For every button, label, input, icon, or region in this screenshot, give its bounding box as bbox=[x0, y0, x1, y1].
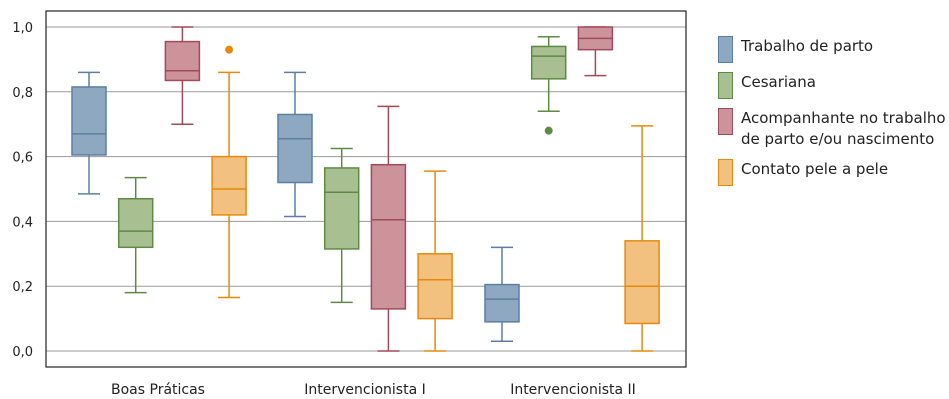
box bbox=[277, 113, 313, 184]
y-tick-label: 0,0 bbox=[12, 345, 33, 360]
legend-swatch bbox=[718, 159, 733, 186]
legend-swatch bbox=[718, 108, 733, 135]
legend: Trabalho de parto Cesariana Acompanhante… bbox=[718, 36, 948, 195]
y-tick-label: 0,8 bbox=[12, 86, 33, 101]
y-tick-label: 0,2 bbox=[12, 280, 33, 295]
box bbox=[370, 163, 407, 310]
box bbox=[211, 155, 247, 216]
legend-label: Acompanhante no trabalho de parto e/ou n… bbox=[741, 109, 946, 148]
box bbox=[624, 240, 660, 325]
outlier-point bbox=[544, 126, 553, 135]
box bbox=[71, 86, 107, 156]
plot-frame bbox=[45, 10, 687, 368]
legend-item-contato-pele-a-pele: Contato pele a pele bbox=[718, 159, 948, 186]
outlier-point bbox=[225, 45, 234, 54]
x-category-label: Intervencionista I bbox=[304, 382, 426, 398]
legend-swatch bbox=[718, 36, 733, 63]
box bbox=[323, 167, 360, 250]
x-category-label: Intervencionista II bbox=[510, 382, 636, 398]
legend-label: Contato pele a pele bbox=[741, 160, 889, 178]
box bbox=[417, 253, 453, 320]
box bbox=[164, 40, 201, 82]
y-tick-label: 1,0 bbox=[12, 21, 33, 36]
x-category-label: Boas Práticas bbox=[111, 382, 205, 398]
y-tick-label: 0,4 bbox=[12, 215, 33, 230]
box bbox=[484, 283, 520, 323]
legend-item-cesariana: Cesariana bbox=[718, 72, 948, 99]
box bbox=[117, 197, 154, 249]
y-tick-label: 0,6 bbox=[12, 151, 33, 166]
box bbox=[530, 45, 567, 80]
legend-item-trabalho-de-parto: Trabalho de parto bbox=[718, 36, 948, 63]
legend-item-acompanhante: Acompanhante no trabalho de parto e/ou n… bbox=[718, 108, 948, 150]
legend-label: Trabalho de parto bbox=[741, 37, 874, 55]
legend-label: Cesariana bbox=[741, 73, 816, 91]
legend-swatch bbox=[718, 72, 733, 99]
